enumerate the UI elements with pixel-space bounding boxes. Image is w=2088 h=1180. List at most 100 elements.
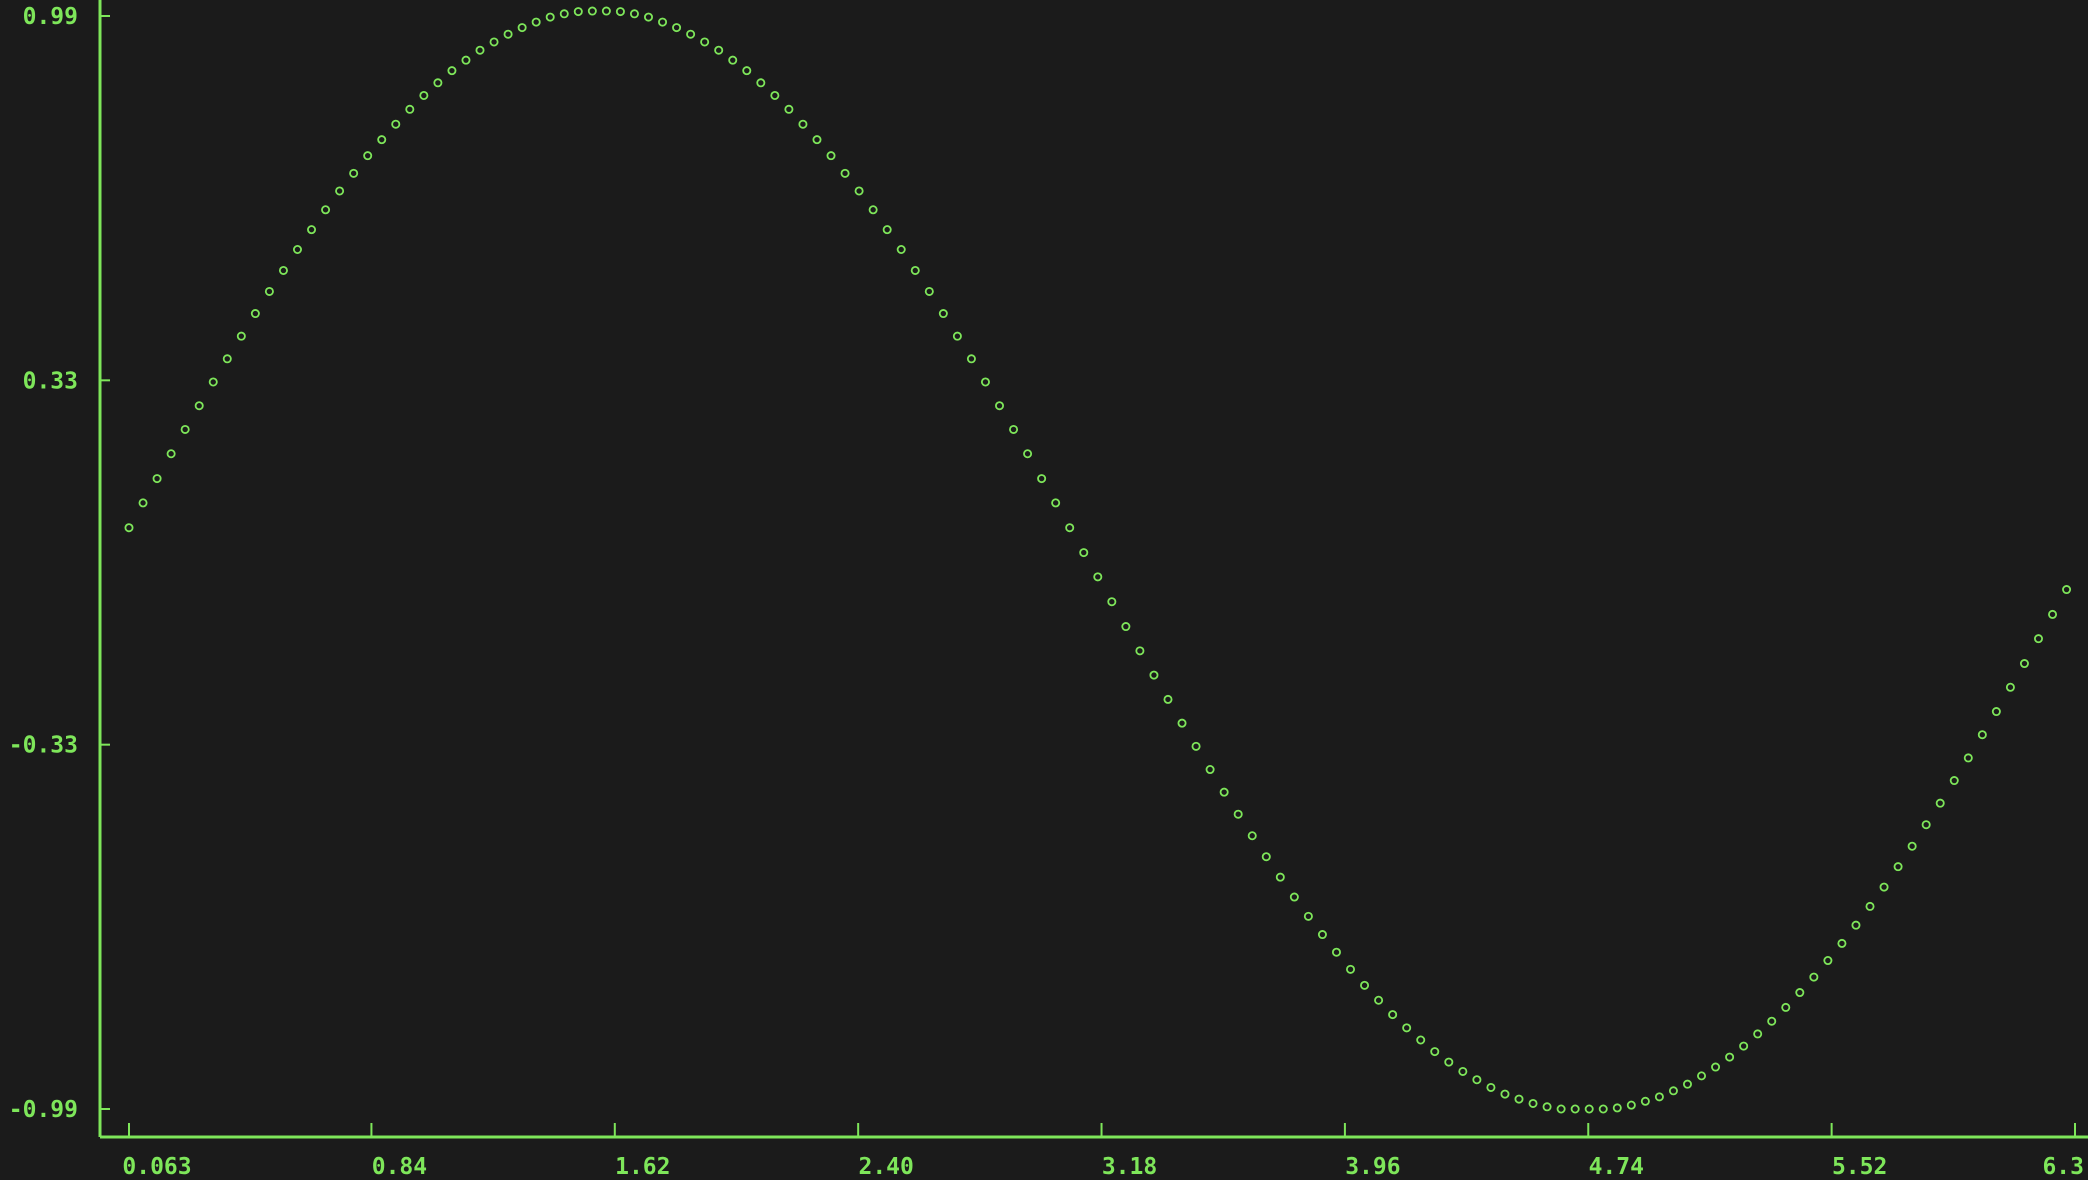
data-point xyxy=(1219,787,1229,797)
data-point xyxy=(447,66,457,76)
data-point xyxy=(1837,938,1847,948)
data-point xyxy=(1935,798,1945,808)
data-point xyxy=(559,9,569,19)
data-point xyxy=(714,45,724,55)
data-point xyxy=(629,9,639,19)
data-point xyxy=(672,23,682,33)
data-point xyxy=(812,135,822,145)
y-tick-label: -0.99 xyxy=(9,1097,78,1123)
data-point xyxy=(152,474,162,484)
data-point xyxy=(405,104,415,114)
data-point xyxy=(1303,911,1313,921)
data-point xyxy=(700,37,710,47)
data-point xyxy=(1977,730,1987,740)
data-point xyxy=(307,225,317,235)
data-point xyxy=(1767,1016,1777,1026)
data-point xyxy=(868,205,878,215)
data-point xyxy=(1023,449,1033,459)
data-point xyxy=(166,449,176,459)
data-point xyxy=(1556,1104,1566,1114)
data-point xyxy=(292,245,302,255)
x-tick-label: 0.063 xyxy=(122,1154,191,1180)
data-point xyxy=(489,37,499,47)
data-point xyxy=(264,286,274,296)
data-point xyxy=(180,424,190,434)
data-point xyxy=(1275,872,1285,882)
data-point xyxy=(798,119,808,129)
data-point xyxy=(728,55,738,65)
x-tick-label: 3.18 xyxy=(1102,1154,1157,1180)
data-point xyxy=(615,7,625,17)
data-point xyxy=(686,29,696,39)
data-point xyxy=(952,331,962,341)
data-point xyxy=(349,168,359,178)
data-point xyxy=(1711,1062,1721,1072)
data-point xyxy=(1331,947,1341,957)
data-point xyxy=(1261,852,1271,862)
data-point xyxy=(1191,741,1201,751)
axes xyxy=(98,0,2088,1139)
data-point xyxy=(980,377,990,387)
data-point xyxy=(208,377,218,387)
data-point xyxy=(1388,1010,1398,1020)
data-point xyxy=(1739,1041,1749,1051)
data-point xyxy=(770,90,780,100)
data-point xyxy=(1444,1057,1454,1067)
data-point xyxy=(1879,882,1889,892)
data-point xyxy=(1009,424,1019,434)
data-point xyxy=(1416,1035,1426,1045)
data-point xyxy=(1781,1002,1791,1012)
data-point xyxy=(601,6,611,16)
data-point xyxy=(1205,765,1215,775)
data-point xyxy=(194,401,204,411)
data-point xyxy=(250,309,260,319)
data-point xyxy=(1093,572,1103,582)
data-point xyxy=(1458,1066,1468,1076)
y-tick-label: 0.99 xyxy=(23,4,78,30)
x-tick-label: 3.96 xyxy=(1345,1154,1400,1180)
data-point xyxy=(419,90,429,100)
data-point xyxy=(2062,585,2072,595)
data-point xyxy=(1374,995,1384,1005)
data-point xyxy=(587,6,597,16)
x-tick-label: 6.3 xyxy=(2042,1154,2084,1180)
data-point xyxy=(377,135,387,145)
data-point xyxy=(882,225,892,235)
data-point xyxy=(966,354,976,364)
data-point xyxy=(461,55,471,65)
data-point xyxy=(1851,920,1861,930)
data-point xyxy=(1514,1094,1524,1104)
x-tick-label: 0.84 xyxy=(372,1154,427,1180)
data-point xyxy=(1037,474,1047,484)
data-point xyxy=(1725,1052,1735,1062)
data-point xyxy=(1823,956,1833,966)
data-point xyxy=(1654,1092,1664,1102)
data-point xyxy=(1570,1104,1580,1114)
data-point xyxy=(995,401,1005,411)
x-tick-label: 5.52 xyxy=(1832,1154,1887,1180)
x-tick-label: 1.62 xyxy=(615,1154,670,1180)
data-point xyxy=(1795,988,1805,998)
data-point xyxy=(1149,670,1159,680)
data-point xyxy=(1233,809,1243,819)
data-point xyxy=(1668,1086,1678,1096)
data-point xyxy=(1051,498,1061,508)
x-axis-ticks: 0.063 0.84 1.62 2.40 3.18 3.96 4.74 5.52 6.3 xyxy=(122,1123,2084,1180)
data-point xyxy=(1640,1096,1650,1106)
data-point xyxy=(1598,1104,1608,1114)
data-point xyxy=(896,245,906,255)
y-tick-label: 0.33 xyxy=(23,368,78,394)
data-point xyxy=(1486,1082,1496,1092)
data-point xyxy=(1991,707,2001,717)
data-point xyxy=(573,7,583,17)
data-point xyxy=(236,331,246,341)
data-point xyxy=(391,119,401,129)
data-point xyxy=(124,523,134,533)
data-point xyxy=(1135,646,1145,656)
data-point xyxy=(924,286,934,296)
data-point xyxy=(1346,964,1356,974)
data-point xyxy=(1107,597,1117,607)
data-point xyxy=(643,12,653,22)
